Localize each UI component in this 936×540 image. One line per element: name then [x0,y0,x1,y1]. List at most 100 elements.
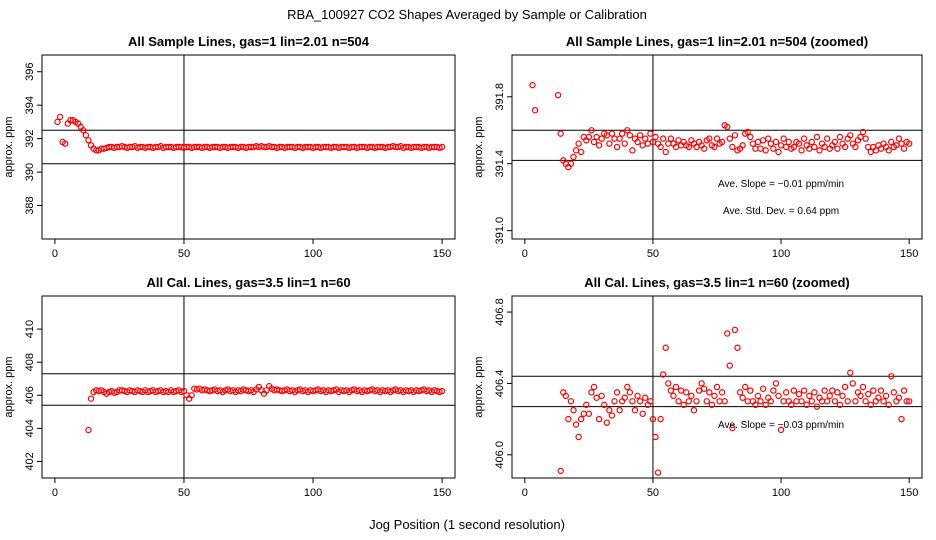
data-point [770,145,777,152]
data-point [829,387,836,394]
data-point [659,135,667,142]
data-point [852,143,859,151]
data-point [862,135,869,142]
y-tick-label: 406 [24,386,36,404]
panel-3: All Cal. Lines, gas=3.5 lin=1 n=60 approx… [3,275,456,499]
data-point [808,138,816,146]
x-tick-label: 150 [900,248,918,260]
data-point [885,147,892,154]
data-point [870,387,877,394]
data-point [752,145,759,152]
data-point [557,130,564,137]
data-point [811,143,818,151]
data-point [644,140,652,147]
data-point [747,387,754,394]
data-point [706,135,713,142]
x-tick-label: 0 [522,248,528,260]
data-point [885,401,892,409]
data-point [905,398,913,405]
y-tick-label: 406.8 [494,298,506,326]
annotation: Ave. Slope = −0.03 ppm/min [718,420,844,431]
data-point [713,383,721,391]
panel-title: All Sample Lines, gas=1 lin=2.01 n=504 (… [566,34,868,49]
data-point [588,389,595,396]
data-point [703,398,710,405]
data-point [900,387,908,394]
data-point [867,148,874,156]
data-point [736,389,744,396]
data-point [747,133,754,141]
data-point [680,401,687,409]
data-point [593,394,600,401]
data-point [675,137,682,144]
data-point [798,398,805,405]
x-tick-label: 0 [522,487,528,499]
data-point [54,118,61,126]
data-point [629,147,636,154]
data-point [583,401,590,409]
panel-4: All Cal. Lines, gas=3.5 lin=1 n=60 (zoom… [473,275,923,499]
data-point [693,398,700,405]
data-point [639,142,646,149]
data-point [598,135,605,142]
data-point [706,389,713,396]
y-axis-label: approx. ppm [473,356,485,417]
plot-frame [41,54,456,240]
data-point [575,433,582,441]
data-point [608,412,616,419]
data-point [729,143,736,151]
x-tick-label: 50 [647,487,659,499]
data-point [847,369,854,376]
data-point [85,137,92,144]
data-point [567,398,575,405]
data-point [816,147,823,154]
data-point [775,148,782,156]
data-point [611,398,618,405]
data-point [754,392,762,400]
data-point [598,392,605,400]
data-point [629,398,636,405]
data-point [585,133,593,141]
data-point [626,132,634,139]
data-point [654,469,662,476]
data-point [900,145,908,152]
data-point [821,387,828,394]
data-point [613,143,621,151]
data-point [759,137,767,144]
data-point [595,415,603,423]
panel-title: All Cal. Lines, gas=3.5 lin=1 n=60 (zoom… [584,275,850,290]
data-point [80,127,87,134]
data-point [713,135,721,142]
data-point [642,135,649,142]
x-tick-label: 100 [304,487,322,499]
data-point [762,147,769,154]
data-point [572,421,580,428]
y-tick-label: 406.0 [494,441,506,469]
data-point [793,398,800,405]
y-axis-label: approx. ppm [473,116,485,177]
x-tick-label: 150 [900,487,918,499]
data-point [577,415,585,423]
data-point [570,153,577,161]
data-point [862,398,869,405]
data-point [882,392,890,400]
x-tick-label: 150 [433,487,451,499]
plot-frame [511,295,923,479]
x-tick-label: 100 [772,487,790,499]
data-point [780,398,787,405]
data-point [808,398,816,405]
data-point [608,130,616,137]
data-point [85,426,92,434]
data-point [616,135,623,142]
data-point [864,390,872,398]
data-point [898,415,905,423]
data-point [852,398,859,405]
data-point [880,398,887,405]
y-tick-label: 390 [24,163,36,181]
data-point [826,392,833,400]
data-point [724,123,731,131]
data-point [772,380,780,387]
data-point [836,401,844,409]
data-point [639,410,646,417]
data-point [895,135,903,142]
